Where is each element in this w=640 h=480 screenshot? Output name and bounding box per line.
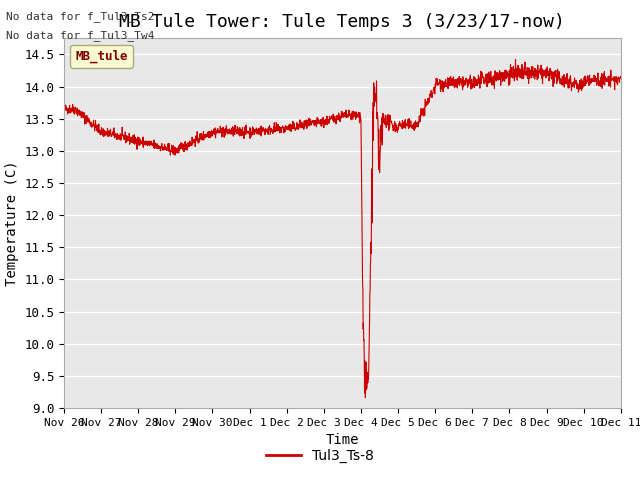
Legend: MB_tule: MB_tule: [70, 45, 132, 68]
Text: No data for f_Tul3_Tw4: No data for f_Tul3_Tw4: [6, 30, 155, 41]
Tul3_Ts-8: [499, 75, 506, 81]
Text: No data for f_Tul3_Ts2: No data for f_Tul3_Ts2: [6, 11, 155, 22]
X-axis label: Time: Time: [326, 433, 359, 447]
Tul3_Ts-8: [331, 113, 339, 119]
Tul3_Ts-8: [617, 75, 625, 81]
Line: Tul3_Ts-8: Tul3_Ts-8: [64, 60, 621, 397]
Tul3_Ts-8: [601, 76, 609, 82]
Tul3_Ts-8: [602, 76, 609, 82]
Tul3_Ts-8: [316, 119, 324, 125]
Tul3_Ts-8: [60, 105, 68, 111]
Y-axis label: Temperature (C): Temperature (C): [4, 160, 19, 286]
Tul3_Ts-8: [511, 57, 519, 62]
Tul3_Ts-8: [88, 122, 96, 128]
Title: MB Tule Tower: Tule Temps 3 (3/23/17-now): MB Tule Tower: Tule Temps 3 (3/23/17-now…: [120, 13, 565, 31]
Tul3_Ts-8: [362, 395, 369, 400]
Legend: Tul3_Ts-8: Tul3_Ts-8: [260, 443, 380, 468]
